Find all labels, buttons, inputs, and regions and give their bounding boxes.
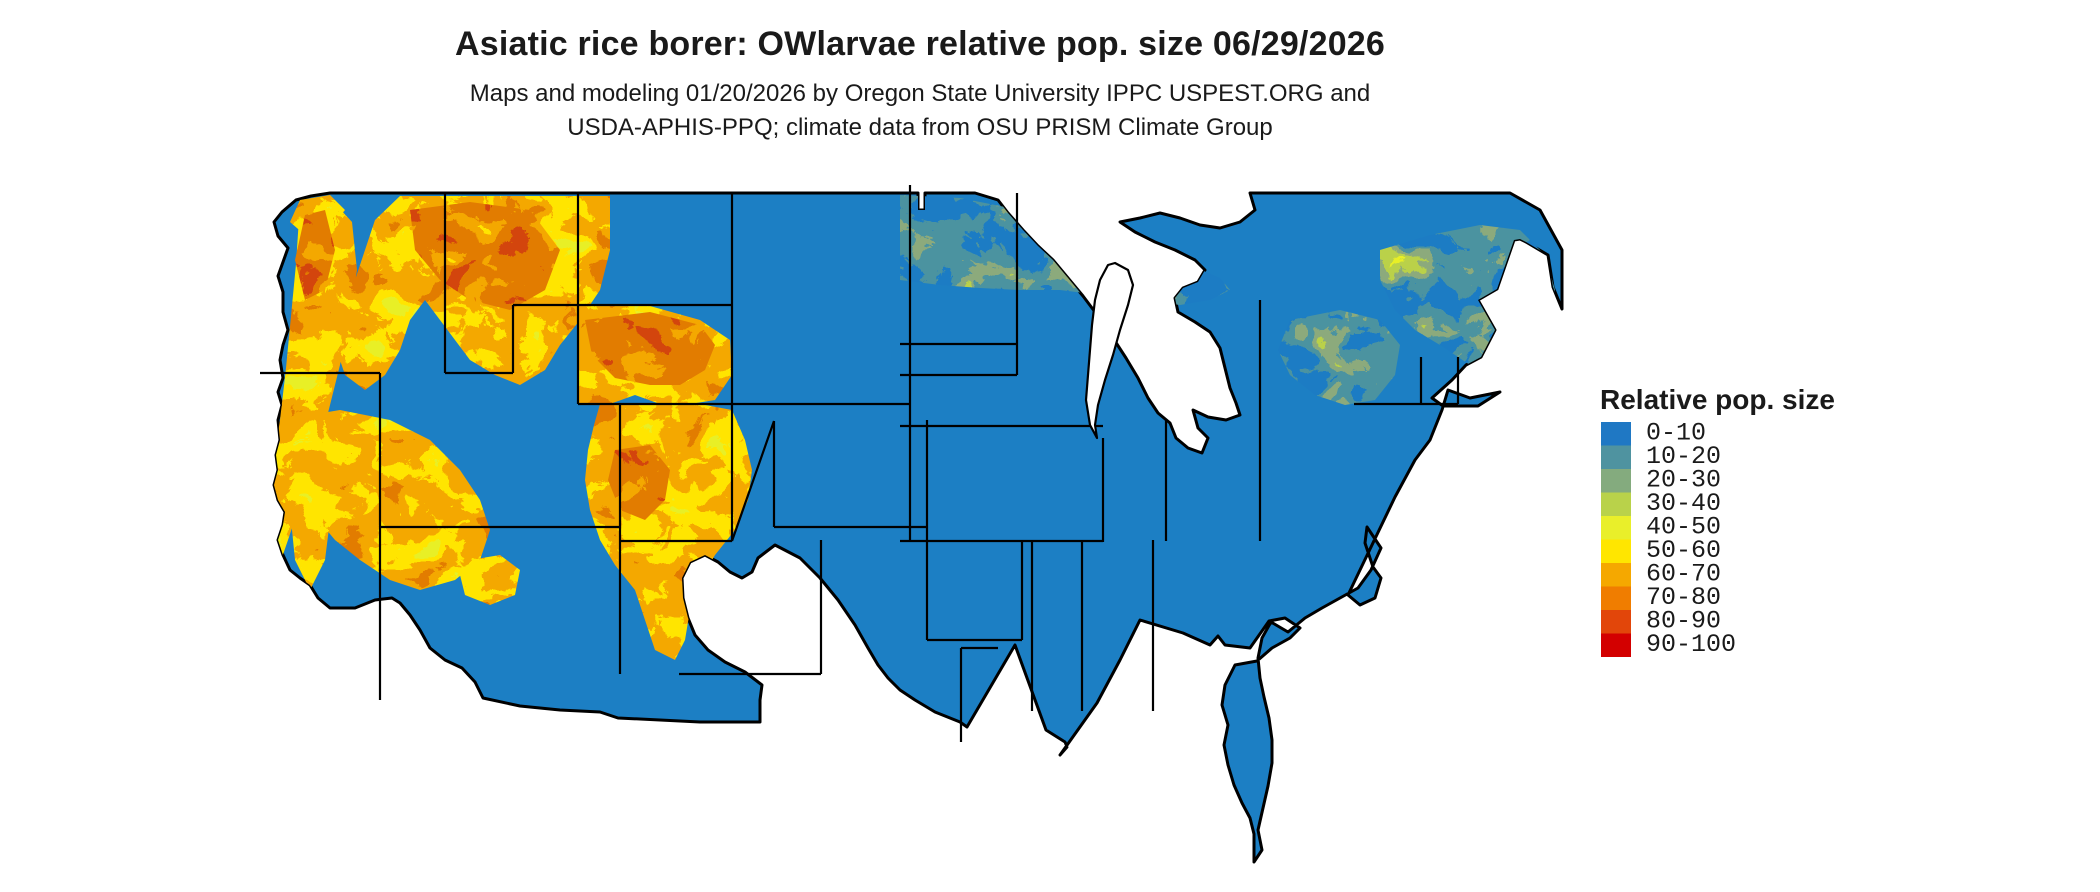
svg-text:Relative pop. size: Relative pop. size: [1600, 384, 1835, 415]
svg-text:90-100: 90-100: [1646, 630, 1736, 659]
